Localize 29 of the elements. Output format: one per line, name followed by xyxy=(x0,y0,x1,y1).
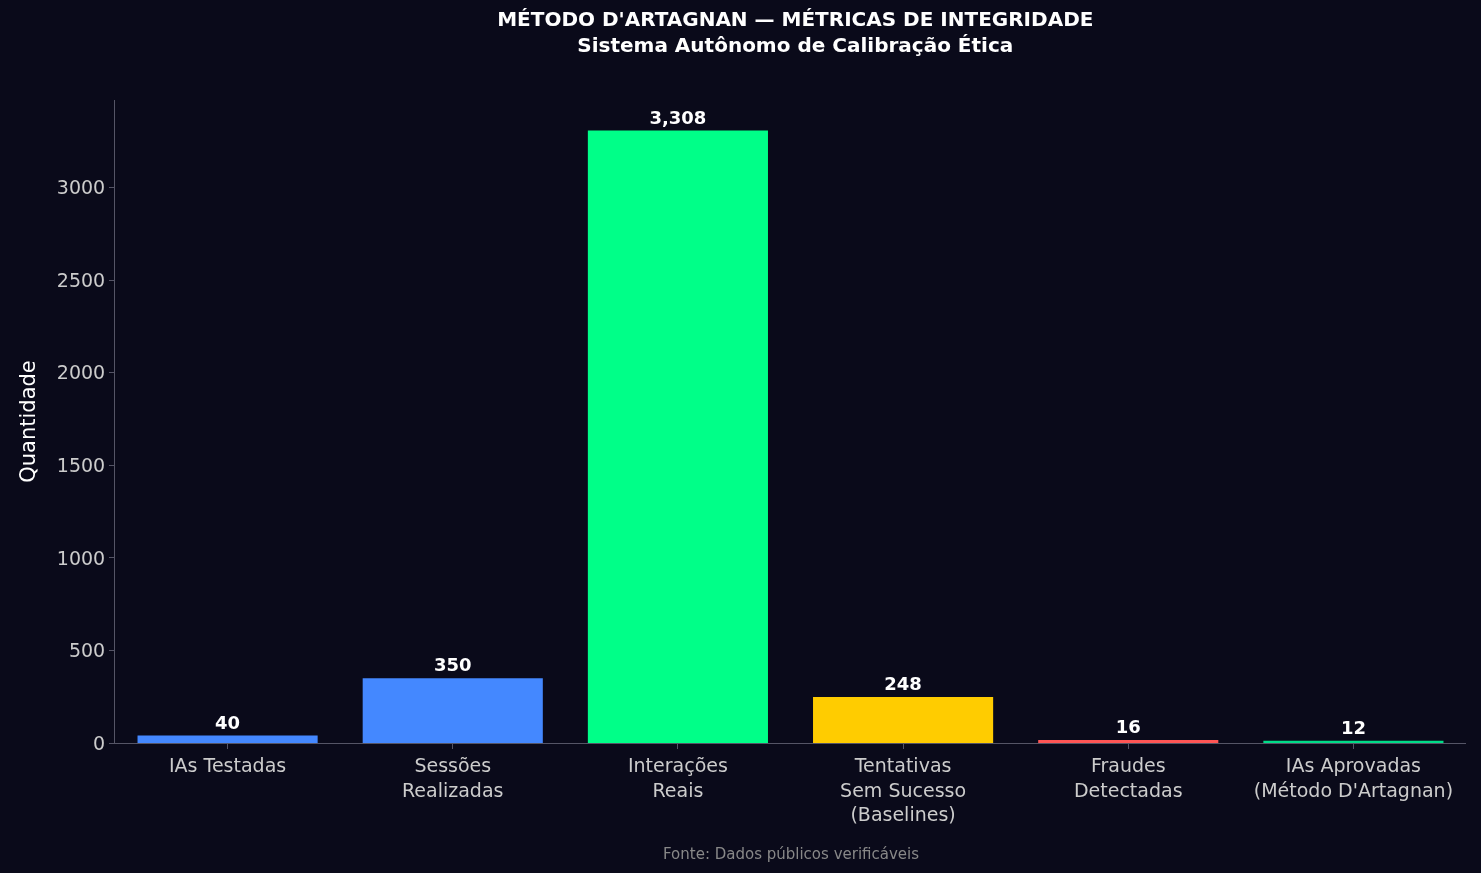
y-tick-label: 2500 xyxy=(56,268,106,291)
data-label: 248 xyxy=(884,673,922,695)
y-tick-label: 500 xyxy=(68,639,106,662)
data-label: 350 xyxy=(433,654,472,676)
source-note: Fonte: Dados públicos verificáveis xyxy=(663,845,920,863)
bar xyxy=(362,678,543,743)
y-tick-label: 1000 xyxy=(56,546,106,569)
bar xyxy=(587,130,768,743)
bar xyxy=(1263,740,1444,743)
y-tick-label: 1500 xyxy=(56,453,106,476)
data-label: 40 xyxy=(215,711,241,733)
chart-subtitle: Sistema Autônomo de Calibração Ética xyxy=(577,33,1014,58)
y-axis-title: Quantidade xyxy=(15,360,40,483)
data-label: 12 xyxy=(1340,716,1366,738)
data-label: 16 xyxy=(1115,716,1141,738)
bar xyxy=(137,735,318,743)
x-tick-label: Interações Reais xyxy=(627,753,728,801)
y-tick-label: 3000 xyxy=(56,176,106,199)
x-tick-label: IAs Testadas xyxy=(168,753,287,776)
bar xyxy=(1038,740,1219,743)
x-tick-label: Fraudes Detectadas xyxy=(1073,753,1183,801)
bar xyxy=(813,697,994,743)
data-label: 3,308 xyxy=(649,106,707,128)
x-tick-label: Tentativas Sem Sucesso (Baselines) xyxy=(840,753,967,826)
y-tick-label: 2000 xyxy=(56,361,106,384)
chart-title: MÉTODO D'ARTAGNAN — MÉTRICAS DE INTEGRIDADE xyxy=(497,7,1094,32)
y-tick-label: 0 xyxy=(93,731,106,754)
x-tick-label: Sessões Realizadas xyxy=(402,753,504,801)
x-tick-label: IAs Aprovadas (Método D'Artagnan) xyxy=(1253,753,1454,801)
